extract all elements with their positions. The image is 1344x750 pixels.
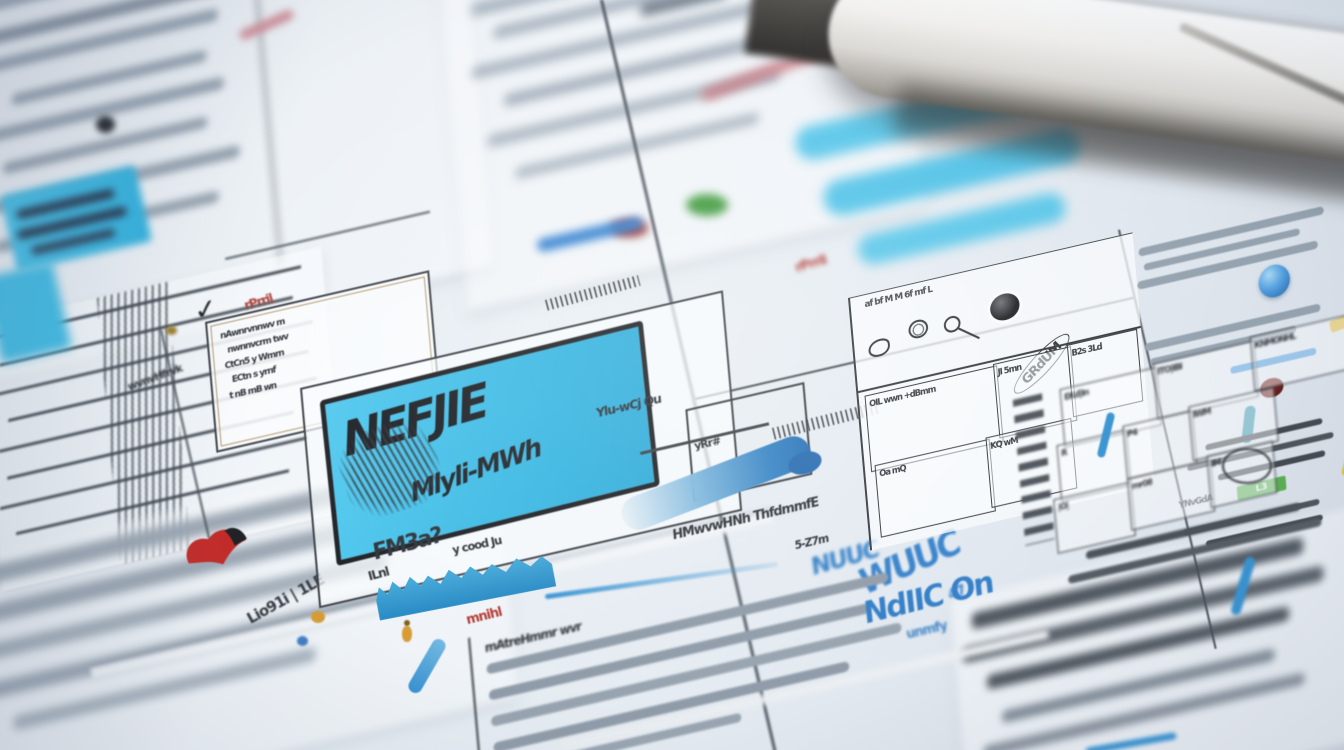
blue-sphere-icon xyxy=(1257,261,1292,301)
orange-figure-icon xyxy=(402,626,412,642)
speech-bubble-doodle-icon xyxy=(1222,448,1272,484)
text-line-bar xyxy=(503,34,768,108)
figure-head-dot xyxy=(404,620,410,626)
green-blob-icon xyxy=(686,194,728,216)
blue-dot-icon xyxy=(297,636,308,646)
heart-flag-marker-icon xyxy=(186,528,247,565)
row-bars-column xyxy=(1012,393,1055,546)
ticker-scribble: af bf M M 6f mf L xyxy=(864,284,933,311)
brown-dot-icon xyxy=(166,326,177,335)
text-line-bar xyxy=(0,8,219,77)
text-line-bar xyxy=(0,76,225,148)
ink-circle-icon xyxy=(989,290,1021,324)
doodle-shell-icon xyxy=(907,317,929,341)
orange-dot-icon xyxy=(311,611,325,623)
ink-dot-icon xyxy=(96,116,115,133)
red-scribble-mid: rPrril xyxy=(793,252,829,277)
sheet-edge-line xyxy=(246,0,282,265)
text-line-bar xyxy=(0,0,231,55)
magnifier-handle xyxy=(956,327,980,340)
doodle-blob-icon xyxy=(867,336,891,359)
annotation-note: Ylu-wCj Qu xyxy=(595,390,662,421)
magnifier-doodle-icon xyxy=(943,314,962,335)
